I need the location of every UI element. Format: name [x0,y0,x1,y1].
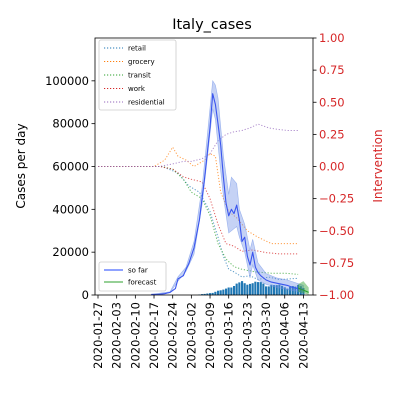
x-tick-label-2020-02-03: 2020-02-03 [110,302,124,369]
cases-line-layer [151,93,309,295]
bar-2020-03-23 [246,284,249,295]
bar-2020-03-26 [254,281,257,295]
y-tick-label-left-40000: 40000 [52,202,89,216]
bar-2020-03-08 [206,293,209,295]
x-tick-label-2020-03-02: 2020-03-02 [184,302,198,369]
legend-interventions-box [98,39,177,111]
legend-cases-box [98,261,167,292]
y-tick-label-right-1: −0.75 [319,256,354,270]
bar-2020-03-29 [262,283,265,295]
bar-2020-03-13 [219,290,222,295]
x-tick-label-2020-02-17: 2020-02-17 [147,302,161,369]
y-tick-label-right-0: −1.00 [319,288,354,302]
bar-2020-03-06 [201,294,204,295]
legend-label-retail: retail [128,45,146,53]
y-tick-label-right-2: −0.50 [319,224,354,238]
bar-2020-04-05 [281,285,284,295]
bar-2020-03-17 [230,287,233,295]
y-tick-label-right-4: 0.00 [319,160,345,174]
x-tick-label-2020-03-09: 2020-03-09 [203,302,217,369]
bar-2020-03-16 [227,287,230,295]
axes-layer: 0 20000 40000 60000 80000 100000 −1.00 −0.75 −0.… [45,31,354,369]
bar-2020-03-15 [225,288,228,295]
y-axis-title-right: Intervention [371,129,385,202]
bar-2020-04-11 [297,284,300,295]
x-tick-label-2020-04-06: 2020-04-06 [278,302,292,369]
legend-label-forecast: forecast [128,279,157,287]
bar-2020-03-18 [233,286,236,295]
legend-label-grocery: grocery [128,58,155,66]
so-far-confidence-band [151,79,304,295]
bar-2020-04-01 [270,284,273,295]
y-tick-label-right-5: 0.25 [319,127,345,141]
bar-2020-03-11 [214,291,217,295]
y-tick-label-right-7: 0.75 [319,63,345,77]
bar-2020-03-07 [203,293,206,295]
bar-2020-04-12 [299,286,302,295]
bar-2020-03-10 [211,292,214,295]
x-tick-label-2020-03-23: 2020-03-23 [240,302,254,369]
bar-2020-03-30 [265,286,268,295]
bar-2020-03-24 [249,283,252,295]
intervention-line-grocery [98,146,299,245]
x-tick-label-2020-03-16: 2020-03-16 [222,302,236,369]
so-far-line [151,93,304,295]
legend-label-so-far: so far [128,267,148,275]
bar-2020-04-02 [273,285,276,295]
x-tick-label-2020-02-24: 2020-02-24 [166,302,180,369]
bar-2020-03-22 [243,283,246,295]
bar-2020-04-06 [283,287,286,295]
intervention-line-transit [98,166,299,275]
x-tick-label-2020-01-27: 2020-01-27 [91,302,105,369]
legend-label-work: work [128,85,146,93]
legend-cases: so far forecast [98,261,167,292]
bar-2020-03-19 [235,283,238,295]
y-tick-label-right-8: 1.00 [319,31,345,45]
bar-2020-03-27 [257,282,260,295]
forecast-line [297,287,309,293]
bar-2020-03-21 [241,281,244,295]
legend-label-residential: residential [128,99,165,107]
legend-interventions: retail grocery transit work residential [98,39,177,111]
y-tick-label-left-60000: 60000 [52,160,89,174]
x-tick-label-2020-04-13: 2020-04-13 [296,302,310,369]
bar-2020-04-08 [289,286,292,295]
bar-2020-03-14 [222,289,225,295]
bar-2020-03-28 [259,282,262,295]
bar-2020-03-20 [238,282,241,295]
y-tick-label-right-6: 0.50 [319,95,345,109]
bar-2020-03-09 [209,293,212,295]
bar-2020-04-07 [286,288,289,295]
y-tick-label-right-3: −0.25 [319,192,354,206]
bar-2020-04-04 [278,284,281,295]
bar-2020-03-31 [267,286,270,295]
legend-label-transit: transit [128,72,151,80]
y-tick-label-left-80000: 80000 [52,117,89,131]
bar-2020-04-03 [275,285,278,295]
y-tick-label-left-20000: 20000 [52,245,89,259]
x-tick-label-2020-03-30: 2020-03-30 [259,302,273,369]
chart-title: Italy_cases [172,17,252,33]
x-tick-label-2020-02-10: 2020-02-10 [128,302,142,369]
y-tick-label-left-0: 0 [82,288,89,302]
bar-2020-03-25 [251,283,254,295]
bar-2020-03-12 [217,290,220,295]
y-axis-title-left: Cases per day [14,123,28,208]
y-tick-label-left-100000: 100000 [45,74,89,88]
